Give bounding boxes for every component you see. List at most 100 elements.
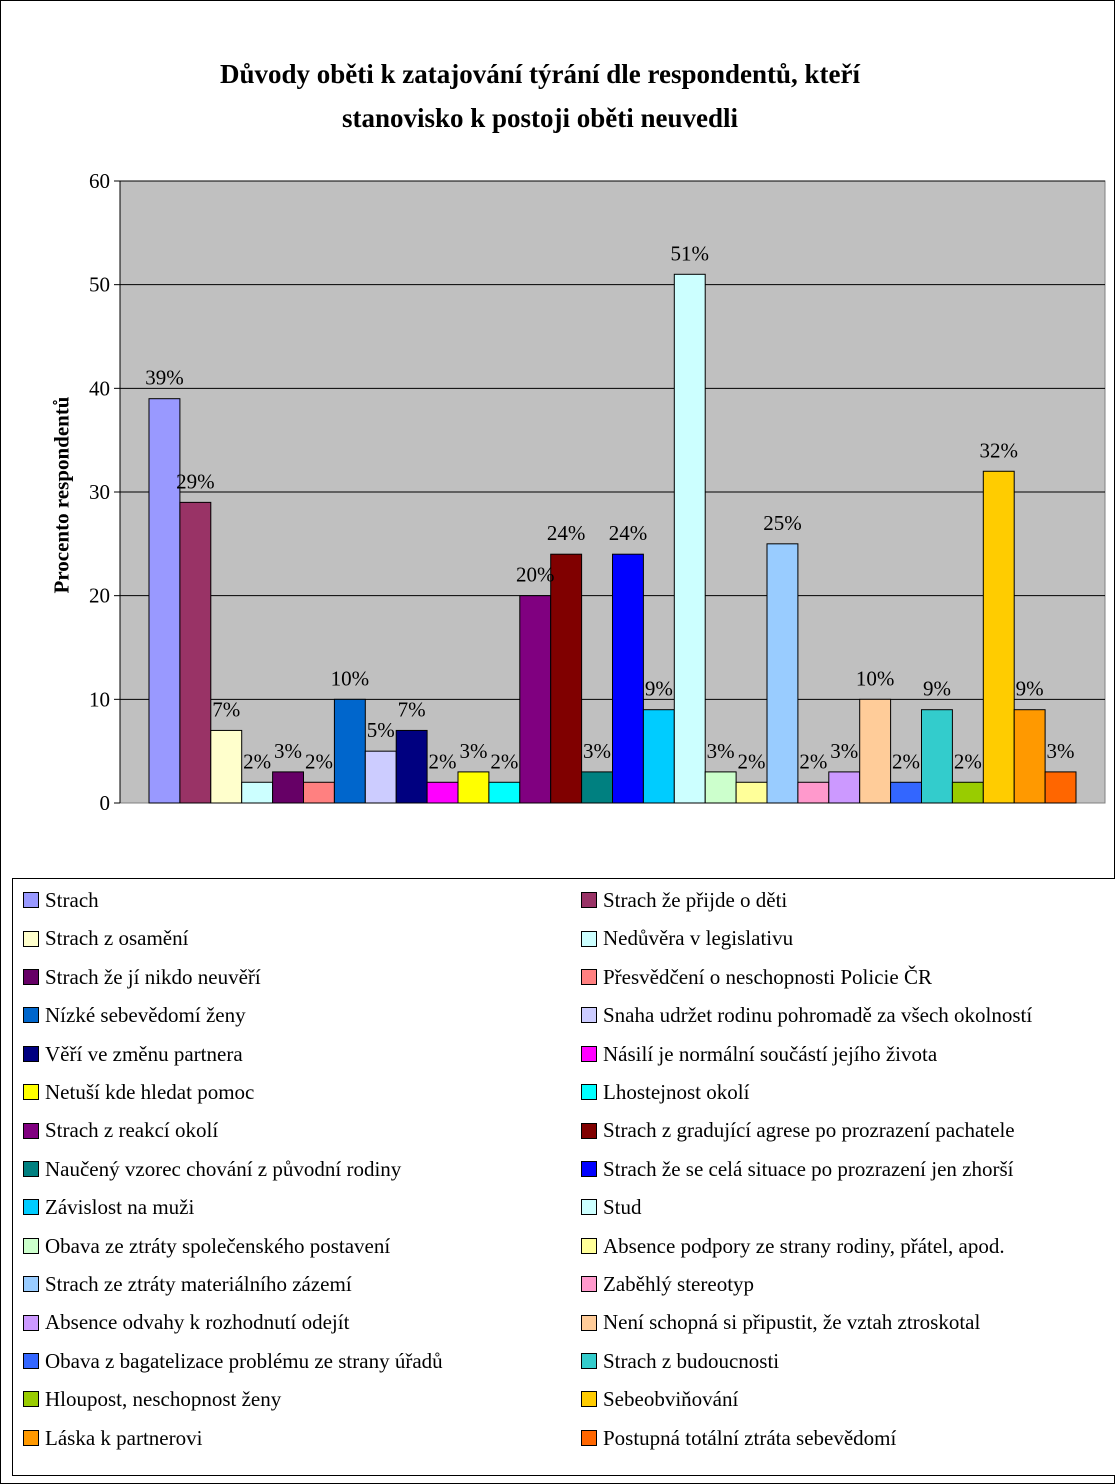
legend-swatch [581,1007,597,1024]
legend-item: Nedůvěra v legislativu [581,926,793,950]
data-label: 20% [516,563,555,587]
legend-label: Naučený vzorec chování z původní rodiny [45,1156,402,1181]
legend-swatch [581,1084,597,1101]
legend-label: Lhostejnost okolí [603,1080,750,1104]
legend-swatch [23,968,39,985]
legend-swatch [23,1199,39,1216]
bar [797,781,830,804]
legend-item: Strach z budoucnosti [581,1349,779,1373]
legend-label: Absence podpory ze strany rodiny, přátel… [603,1233,1005,1258]
legend-item: Lhostejnost okolí [581,1080,749,1104]
data-label: 5% [367,718,395,742]
legend-swatch [23,1237,39,1254]
legend-item: Absence odvahy k rozhodnutí odejít [23,1310,349,1334]
legend-item: Strach že přijde o děti [581,888,787,912]
data-label: 9% [923,677,951,701]
data-label: 2% [954,749,982,773]
legend-item: Obava ze ztráty společenského postavení [23,1234,390,1258]
bar [859,698,892,804]
legend-item: Strach [23,888,99,912]
legend-label: Sebeobviňování [603,1387,739,1412]
bar [673,273,706,804]
bar [550,553,583,804]
legend-label: Přesvědčení o neschopnosti Policie ČR [603,964,932,989]
bar [179,501,212,804]
data-label: 2% [738,749,766,773]
legend-swatch [23,1429,39,1446]
bar [210,729,243,804]
bar [890,781,922,804]
data-label: 24% [609,521,648,545]
y-tick-label: 60 [89,169,110,193]
legend-swatch [23,1314,39,1331]
legend-label: Strach z gradující agrese po prozrazení … [603,1118,1015,1143]
data-label: 7% [398,697,426,721]
legend-label: Hloupost, neschopnost ženy [45,1387,282,1412]
data-labels: 39%29%7%2% 3% 2%10%5%7%2% 3% 2%20%24%3%24%9%… [145,241,1074,773]
data-label: 25% [763,511,802,535]
legend-swatch [23,1084,39,1101]
legend-label: Strach že se celá situace po prozrazení … [603,1156,1014,1181]
data-label: 3% [459,739,487,763]
legend-item: Obava z bagatelizace problému ze strany … [23,1349,443,1373]
data-label: 9% [645,677,673,701]
legend-item: Strach ze ztráty materiálního zázemí [23,1272,352,1296]
data-label: 3% [274,739,302,763]
data-label: 10% [331,666,370,690]
legend-item: Přesvědčení o neschopnosti Policie ČR [581,965,932,989]
legend-label: Není schopná si připustit, že vztah ztro… [603,1310,981,1335]
legend-label: Absence odvahy k rozhodnutí odejít [45,1310,350,1335]
bar [364,750,397,804]
legend-label: Strach že přijde o děti [603,888,788,912]
data-label: 3% [830,739,858,763]
y-tick-label: 50 [89,273,110,297]
y-axis: 0 10 20 30 40 50 60 [89,169,121,815]
chart-title: Důvody oběti k zatajování týrání dle res… [90,52,990,140]
legend-swatch [581,1045,597,1062]
bar [982,470,1015,804]
chart-title-line-1: Důvody oběti k zatajování týrání dle res… [219,59,861,89]
legend-swatch [581,1314,597,1331]
legend-label: Strach z reakcí okolí [45,1118,219,1143]
legend-item: Závislost na muži [23,1195,194,1219]
legend-label: Strach že jí nikdo neuvěří [45,964,261,989]
bar [951,781,984,804]
data-label: 2% [429,749,457,773]
legend-swatch [581,1429,597,1446]
legend-swatch [23,1352,39,1369]
bar [272,771,305,804]
data-label: 10% [856,666,895,690]
legend-swatch [581,930,597,947]
bar [642,709,675,804]
legend-label: Věří ve změnu partnera [45,1041,243,1066]
data-label: 29% [176,469,215,493]
legend-swatch [23,1160,39,1177]
legend-label: Postupná totální ztráta sebevědomí [603,1425,897,1450]
legend-label: Násilí je normální součástí jejího život… [603,1041,938,1066]
legend-item: Stud [581,1195,642,1219]
bar [735,781,768,804]
bar [612,553,644,804]
data-label: 3% [583,739,611,763]
legend-label: Strach ze ztráty materiálního zázemí [45,1272,352,1296]
legend-swatch [23,1122,39,1139]
data-label: 2% [243,749,271,773]
legend-label: Zaběhlý stereotyp [603,1272,755,1296]
legend-item: Nízké sebevědomí ženy [23,1003,246,1027]
legend-item: Není schopná si připustit, že vztah ztro… [581,1310,980,1334]
legend-swatch [23,1007,39,1024]
legend-swatch [581,968,597,985]
legend-label: Obava ze ztráty společenského postavení [45,1233,391,1258]
chart-title-line-2: stanovisko k postoji oběti neuvedli [341,103,739,133]
data-label: 2% [305,749,333,773]
data-label: 51% [671,241,710,265]
data-label: 3% [707,739,735,763]
legend-label: Nízké sebevědomí ženy [45,1003,246,1028]
legend-item: Snaha udržet rodinu pohromadě za všech o… [581,1003,1032,1027]
bar [766,543,799,804]
bar [1044,771,1077,804]
legend-label: Nedůvěra v legislativu [603,926,794,951]
bar [426,781,459,804]
legend-label: Strach z budoucnosti [603,1348,780,1373]
y-tick-label: 40 [89,376,110,400]
